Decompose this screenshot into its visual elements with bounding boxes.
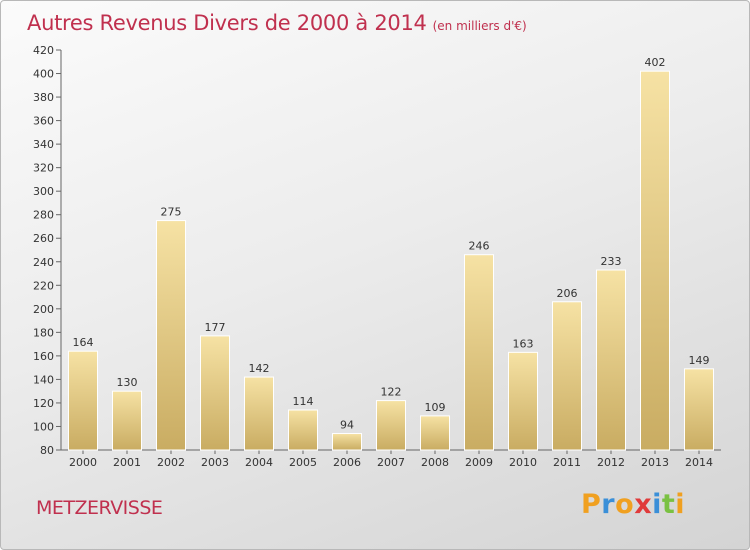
y-tick-label: 400: [33, 68, 54, 81]
bar-value-label: 275: [161, 206, 182, 219]
bar-value-label: 402: [645, 56, 666, 69]
y-tick-label: 300: [33, 185, 54, 198]
bar-value-label: 122: [381, 386, 402, 399]
x-tick-label: 2007: [377, 456, 405, 469]
logo-letter: i: [675, 489, 686, 520]
x-tick-label: 2012: [597, 456, 625, 469]
bar-value-label: 164: [73, 336, 94, 349]
x-tick-label: 2002: [157, 456, 185, 469]
bar-value-label: 114: [293, 395, 314, 408]
x-tick-label: 2001: [113, 456, 141, 469]
x-tick-label: 2014: [685, 456, 713, 469]
bar-value-label: 142: [249, 362, 270, 375]
y-tick-label: 160: [33, 350, 54, 363]
x-tick-label: 2010: [509, 456, 537, 469]
bar-value-label: 177: [205, 321, 226, 334]
y-tick-label: 180: [33, 326, 54, 339]
chart-title-text: Autres Revenus Divers de 2000 à 2014: [27, 11, 427, 35]
bar: [200, 335, 230, 451]
bar-value-label: 94: [340, 419, 354, 432]
bar: [288, 409, 318, 451]
bar: [640, 70, 670, 451]
y-tick-label: 100: [33, 420, 54, 433]
x-tick-label: 2011: [553, 456, 581, 469]
logo-letter: t: [661, 489, 676, 520]
x-tick-label: 2008: [421, 456, 449, 469]
bar: [376, 400, 406, 451]
x-tick-label: 2004: [245, 456, 273, 469]
bar-value-label: 130: [117, 376, 138, 389]
x-tick-label: 2009: [465, 456, 493, 469]
commune-name: METZERVISSE: [36, 497, 163, 519]
logo-letter: i: [652, 489, 662, 520]
bar: [420, 415, 450, 451]
bar: [332, 433, 362, 451]
logo-letter: x: [634, 489, 653, 520]
logo-letter: r: [601, 489, 616, 520]
y-tick-label: 360: [33, 115, 54, 128]
chart-subtitle: (en milliers d'€): [432, 19, 527, 33]
y-tick-label: 420: [33, 44, 54, 57]
y-tick-label: 280: [33, 209, 54, 222]
bar: [112, 390, 142, 451]
bar: [552, 301, 582, 451]
x-tick-label: 2013: [641, 456, 669, 469]
logo-letter: o: [615, 489, 635, 520]
y-tick-label: 340: [33, 138, 54, 151]
bar-value-label: 233: [601, 255, 622, 268]
bar: [244, 376, 274, 451]
y-tick-label: 240: [33, 256, 54, 269]
y-tick-label: 120: [33, 397, 54, 410]
y-tick-label: 260: [33, 232, 54, 245]
y-tick-label: 200: [33, 303, 54, 316]
x-tick-label: 2003: [201, 456, 229, 469]
y-tick-label: 140: [33, 373, 54, 386]
y-tick-label: 220: [33, 279, 54, 292]
bar: [684, 368, 714, 451]
x-tick-label: 2005: [289, 456, 317, 469]
chart-title: Autres Revenus Divers de 2000 à 2014 (en …: [27, 11, 527, 35]
bar: [156, 220, 186, 451]
proxiti-logo: Proxiti: [581, 489, 685, 520]
bar: [508, 351, 538, 451]
bar: [464, 254, 494, 451]
bar-value-label: 163: [513, 337, 534, 350]
bar: [68, 350, 98, 451]
y-tick-label: 380: [33, 91, 54, 104]
bar-value-label: 109: [425, 401, 446, 414]
x-tick-label: 2000: [69, 456, 97, 469]
x-tick-label: 2006: [333, 456, 361, 469]
bar: [596, 269, 626, 451]
logo-letter: P: [581, 489, 602, 520]
bar-value-label: 246: [469, 240, 490, 253]
y-tick-label: 320: [33, 162, 54, 175]
bar-value-label: 149: [689, 354, 710, 367]
bar-value-label: 206: [557, 287, 578, 300]
y-tick-label: 80: [40, 444, 54, 457]
